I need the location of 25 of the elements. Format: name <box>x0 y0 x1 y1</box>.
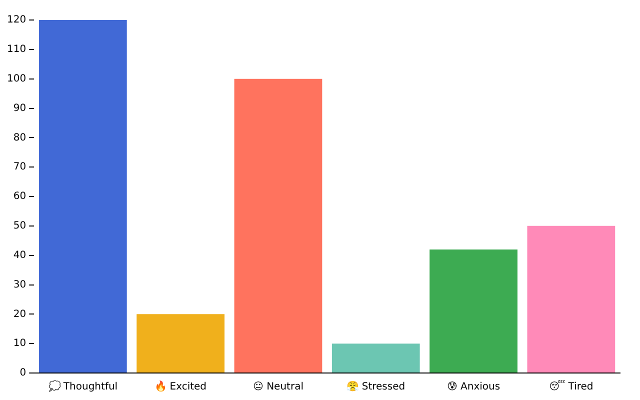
y-tick-label: 90 <box>13 102 26 114</box>
x-tick-label: 😐 Neutral <box>252 380 304 393</box>
y-tick-label: 60 <box>13 191 26 202</box>
y-tick-label: 110 <box>6 44 26 56</box>
y-tick-label: 0 <box>20 368 26 379</box>
y-tick-label: 70 <box>13 162 26 173</box>
x-tick-label: 💭 Thoughtful <box>48 380 118 393</box>
y-tick-label: 10 <box>13 338 26 350</box>
y-tick-label: 40 <box>13 250 26 261</box>
bar <box>430 249 518 372</box>
y-tick-label: 20 <box>13 308 26 320</box>
y-tick-label: 30 <box>13 279 26 290</box>
bar <box>234 78 322 372</box>
y-tick-label: 120 <box>6 14 26 26</box>
bar <box>136 314 225 372</box>
x-tick-label: 😤 Stressed <box>346 380 406 393</box>
x-tick-label: 😰 Anxious <box>446 380 500 393</box>
bar <box>332 344 420 372</box>
x-tick-label: 😴 Tired <box>549 380 594 393</box>
y-tick-label: 50 <box>13 220 26 232</box>
bar <box>38 20 127 372</box>
x-tick-label: 🔥 Excited <box>154 380 207 393</box>
bar <box>527 226 616 372</box>
y-tick-label: 80 <box>13 132 26 144</box>
y-tick-label: 100 <box>6 73 26 84</box>
